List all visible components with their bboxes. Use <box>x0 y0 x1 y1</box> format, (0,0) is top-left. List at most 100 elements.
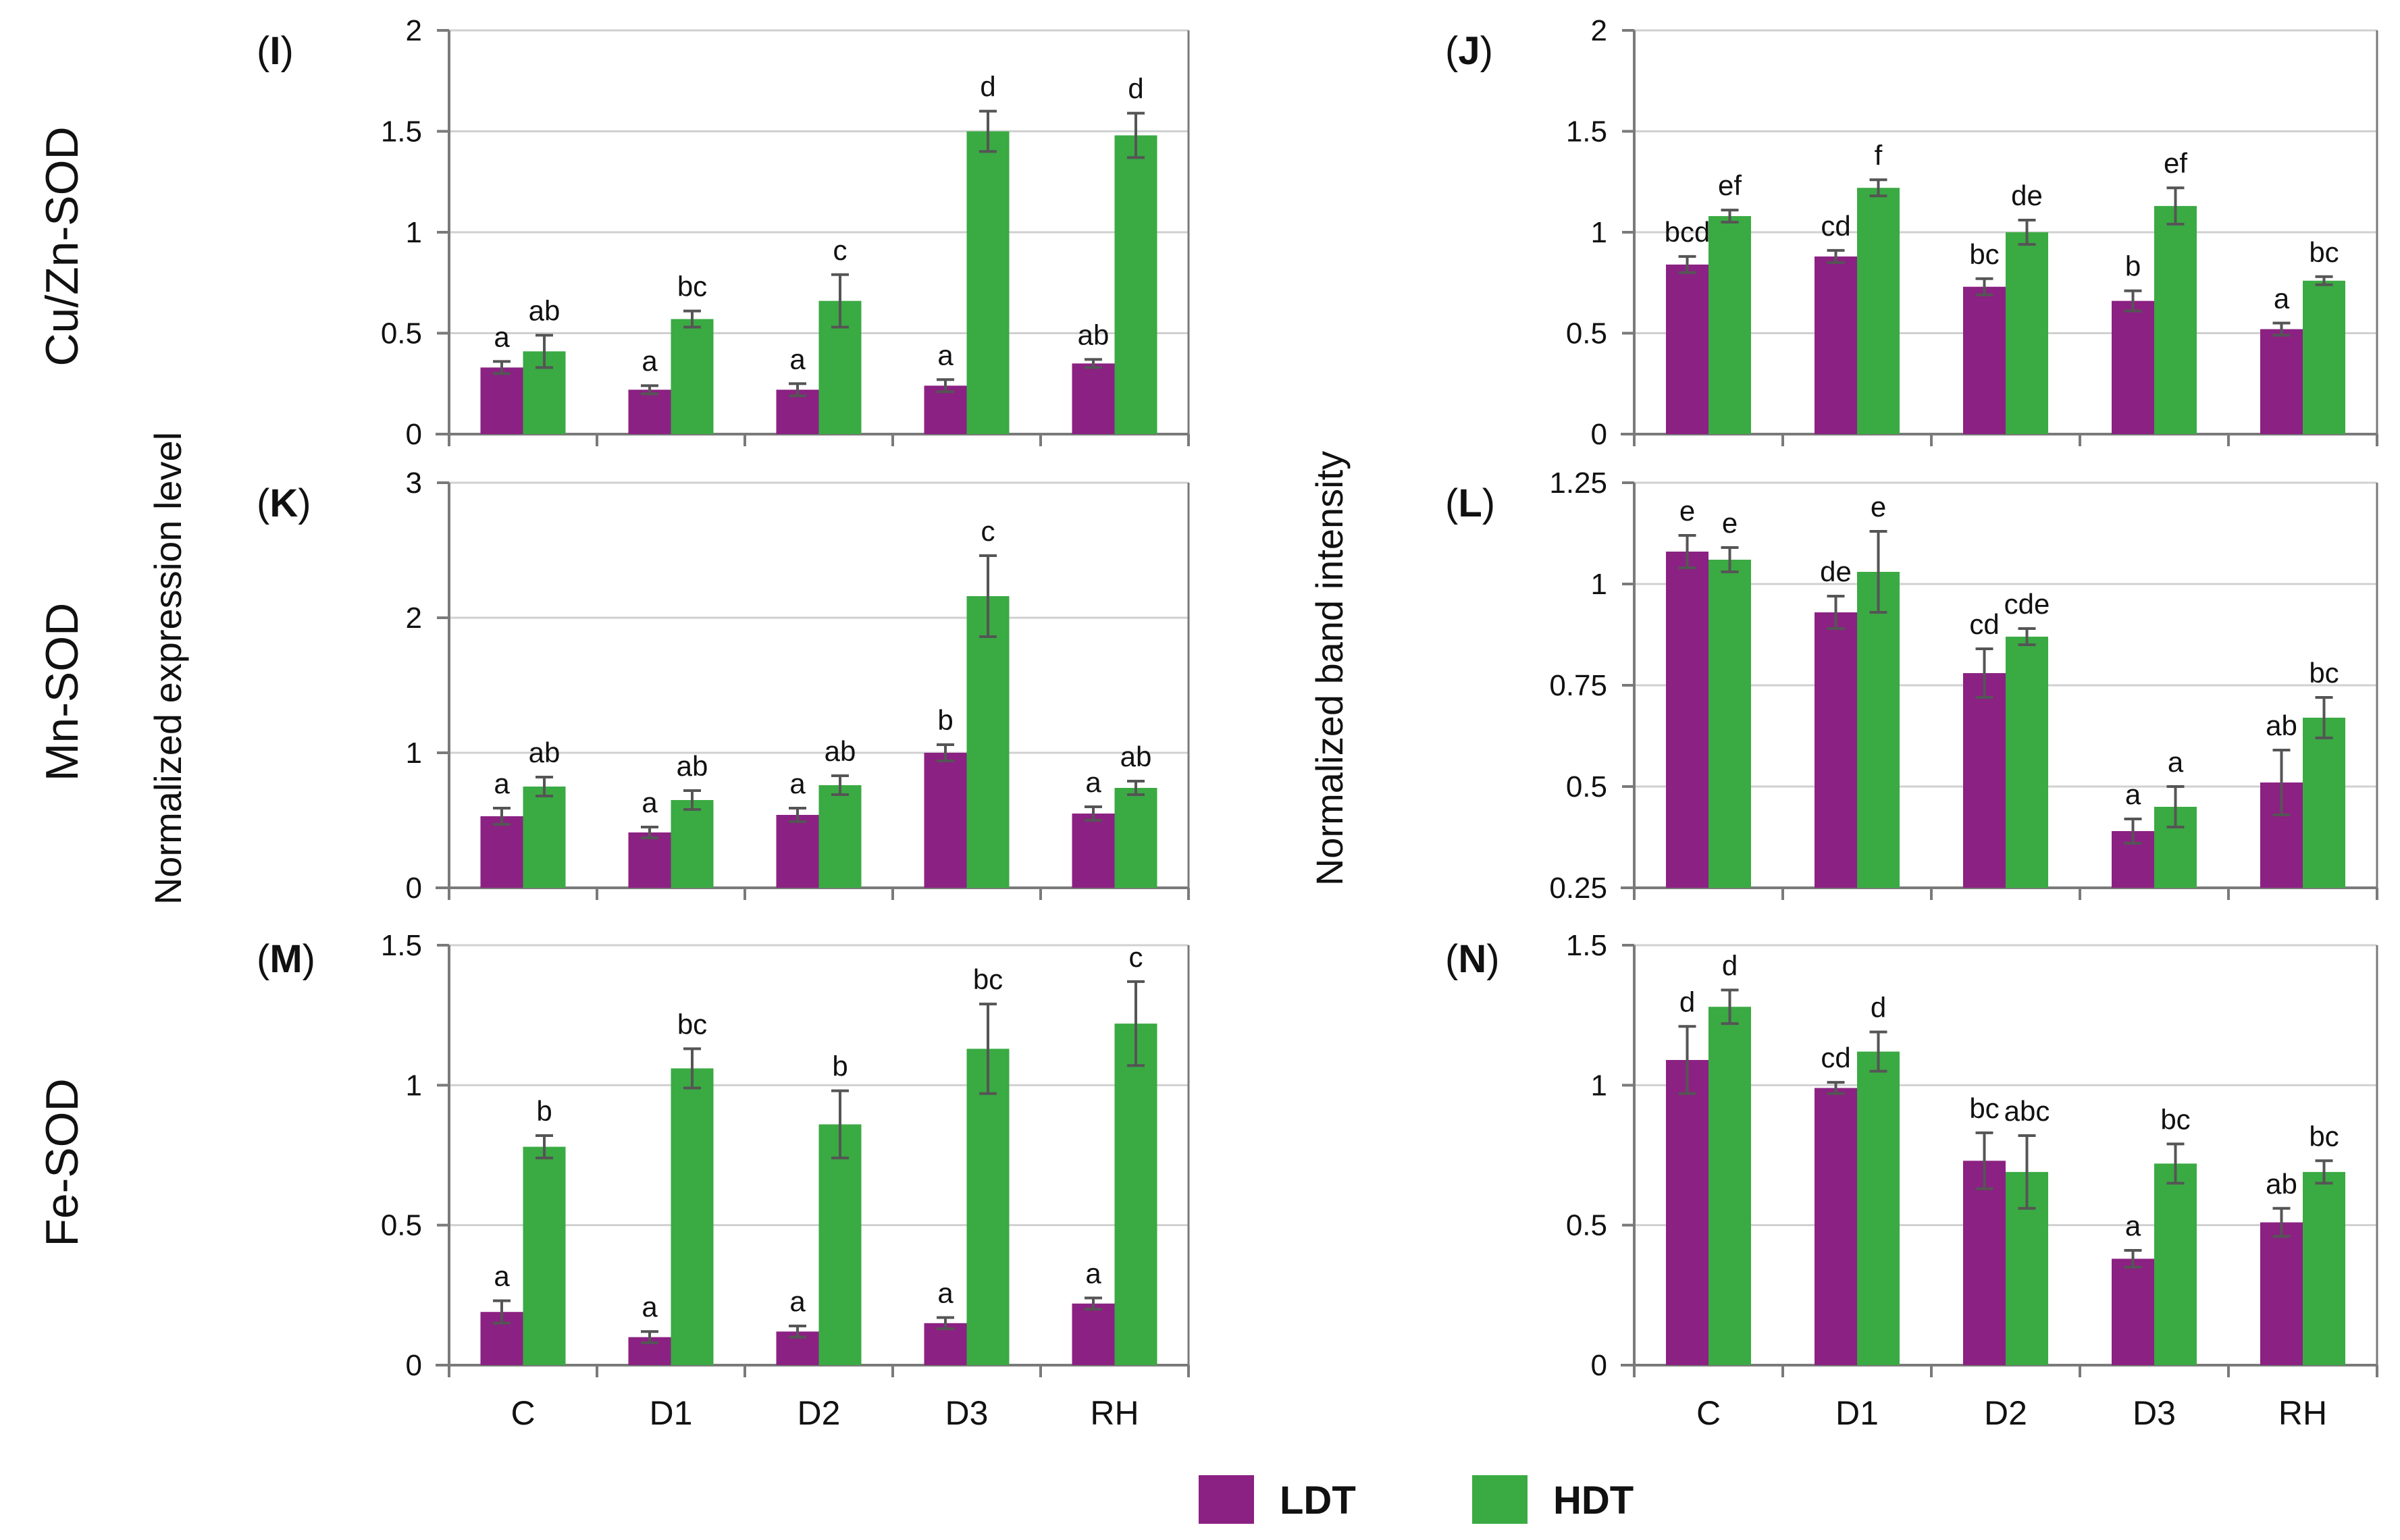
bar-hdt-d3 <box>2154 1163 2197 1365</box>
y-tick-label: 3 <box>406 467 422 500</box>
bar-ldt-d2 <box>776 815 819 888</box>
error-bar-hdt-d3 <box>2166 1142 2185 1185</box>
error-bar-ldt-d1 <box>641 384 658 396</box>
x-tick-label: D2 <box>798 1394 841 1432</box>
significance-label: a <box>937 1277 954 1309</box>
significance-label: bc <box>677 1008 707 1040</box>
error-bar-hdt-d1 <box>683 1047 701 1090</box>
bar-hdt-c <box>1708 216 1751 434</box>
y-tick-label: 1 <box>406 737 422 770</box>
bar-hdt-rh <box>1114 788 1157 888</box>
error-bar-hdt-d3 <box>979 1003 997 1095</box>
significance-label: cd <box>1969 608 1999 640</box>
bar-hdt-c <box>523 787 566 888</box>
bar-ldt-d3 <box>924 1323 967 1365</box>
error-bar-hdt-rh <box>1127 980 1145 1067</box>
error-bar-ldt-d1 <box>1827 595 1845 630</box>
error-bar-hdt-rh <box>2315 1159 2333 1185</box>
error-bar-ldt-d1 <box>1827 248 1845 264</box>
error-bar-ldt-c <box>493 1299 511 1325</box>
legend-label-ldt: LDT <box>1280 1479 1356 1522</box>
significance-label: de <box>1820 556 1852 587</box>
y-axis-title-left: Normalized expression level <box>147 432 189 905</box>
y-tick-label: 2 <box>406 14 422 47</box>
error-bar-hdt-d3 <box>2166 186 2185 226</box>
error-bar-hdt-d1 <box>683 309 701 329</box>
bar-hdt-d3 <box>2154 206 2197 434</box>
significance-label: ab <box>1120 741 1152 772</box>
error-bar-ldt-d2 <box>789 1324 806 1339</box>
significance-label: c <box>833 234 847 266</box>
bar-ldt-rh <box>1072 1303 1115 1365</box>
bar-ldt-d2 <box>1963 1161 2006 1365</box>
significance-label: d <box>1679 986 1695 1017</box>
y-axis-title-right: Normalized band intensity <box>1308 451 1351 886</box>
bar-hdt-rh <box>1114 1024 1157 1365</box>
significance-label: bcd <box>1665 216 1711 248</box>
error-bar-hdt-rh <box>1127 780 1145 796</box>
bar-hdt-d1 <box>1857 188 1900 434</box>
significance-label: a <box>789 768 806 799</box>
bar-ldt-d3 <box>924 753 967 888</box>
panel-label-j: (J) <box>1445 29 1493 73</box>
error-bar-hdt-c <box>536 1134 553 1160</box>
significance-label: d <box>1871 992 1886 1024</box>
significance-label: a <box>642 787 658 818</box>
y-tick-label: 1 <box>406 1069 422 1102</box>
significance-label: a <box>1085 1257 1101 1289</box>
significance-label: c <box>981 515 995 547</box>
bar-ldt-d2 <box>1963 673 2006 888</box>
error-bar-hdt-d2 <box>831 1089 849 1160</box>
y-tick-label: 1.5 <box>1566 115 1607 149</box>
panel-label-l: (L) <box>1445 481 1495 525</box>
error-bar-ldt-d3 <box>2124 289 2142 313</box>
error-bar-ldt-d2 <box>789 382 806 398</box>
error-bar-ldt-c <box>1678 534 1696 569</box>
significance-label: d <box>1128 73 1143 105</box>
error-bar-hdt-c <box>1721 546 1739 573</box>
y-tick-label: 2 <box>1591 14 1607 47</box>
error-bar-ldt-d2 <box>1975 1131 1993 1190</box>
significance-label: bc <box>2160 1103 2190 1135</box>
y-tick-label: 0 <box>1591 1349 1607 1382</box>
bar-hdt-d1 <box>671 1068 714 1365</box>
significance-label: e <box>1679 495 1695 527</box>
x-tick-label: RH <box>2278 1394 2327 1432</box>
x-tick-label: C <box>511 1394 535 1432</box>
significance-label: b <box>832 1051 847 1082</box>
significance-label: f <box>1875 139 1883 171</box>
x-tick-label: D1 <box>1835 1394 1879 1432</box>
significance-label: bc <box>2309 1120 2339 1152</box>
bar-hdt-d2 <box>2006 232 2048 434</box>
significance-label: a <box>2125 1210 2141 1242</box>
bar-hdt-d1 <box>671 800 714 888</box>
significance-label: bc <box>2309 657 2339 689</box>
error-bar-ldt-rh <box>1085 358 1102 369</box>
error-bar-ldt-rh <box>2272 749 2291 816</box>
error-bar-hdt-c <box>536 776 553 797</box>
error-bar-hdt-rh <box>1127 111 1145 159</box>
significance-label: a <box>494 321 510 352</box>
significance-label: bc <box>2309 236 2339 268</box>
significance-label: abc <box>2004 1095 2050 1127</box>
y-tick-label: 0.5 <box>1566 1209 1607 1242</box>
y-tick-label: 2 <box>406 602 422 635</box>
error-bar-ldt-c <box>493 807 511 826</box>
y-tick-label: 1.25 <box>1549 467 1607 500</box>
error-bar-ldt-d3 <box>937 743 954 762</box>
bar-ldt-c <box>1666 1060 1708 1365</box>
y-tick-label: 0.5 <box>1566 317 1607 350</box>
error-bar-hdt-rh <box>2315 275 2333 286</box>
significance-label: bc <box>1969 1092 1999 1124</box>
significance-label: bc <box>1969 238 1999 270</box>
bar-ldt-d1 <box>628 832 671 888</box>
significance-label: cd <box>1821 210 1850 242</box>
significance-label: bc <box>973 963 1003 995</box>
error-bar-hdt-d2 <box>2018 627 2036 646</box>
bar-ldt-c <box>1666 552 1708 888</box>
bar-ldt-rh <box>2260 329 2303 434</box>
panel-label-k: (K) <box>257 481 311 525</box>
